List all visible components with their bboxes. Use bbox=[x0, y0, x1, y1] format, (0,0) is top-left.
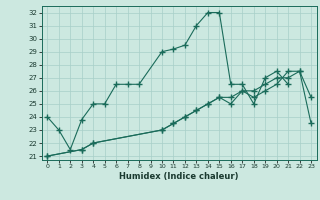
X-axis label: Humidex (Indice chaleur): Humidex (Indice chaleur) bbox=[119, 172, 239, 181]
